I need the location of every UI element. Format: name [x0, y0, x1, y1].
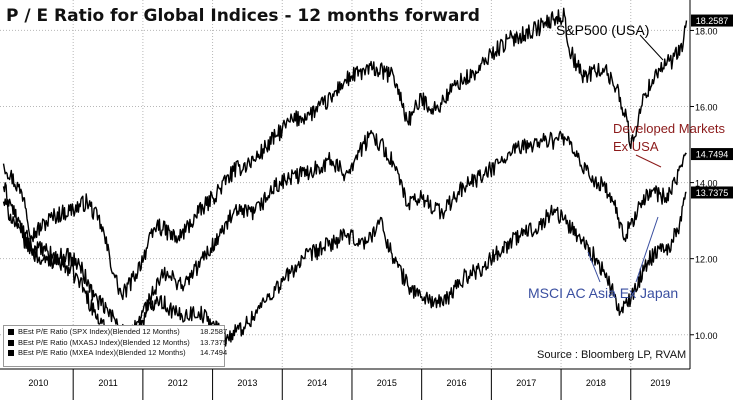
legend-row-spx: BEst P/E Ratio (SPX Index)(Blended 12 Mo… [4, 327, 228, 337]
legend-label-spx: BEst P/E Ratio (SPX Index)(Blended 12 Mo… [18, 327, 180, 336]
source-note: Source : Bloomberg LP, RVAM [537, 349, 687, 361]
x-tick-label: 2013 [237, 378, 257, 388]
x-tick-label: 2014 [307, 378, 327, 388]
y-tick-label: 14.00 [695, 179, 718, 189]
last-value-tag-text: 14.7494 [696, 150, 729, 160]
legend-swatch-mxea [8, 350, 14, 356]
series-layer [2, 7, 688, 355]
developed-markets-arrow [635, 154, 662, 168]
annotation-msci-asia: MSCI AC Asia Ex Japan [528, 285, 678, 301]
y-tick-label: 16.00 [695, 103, 718, 113]
xtick-layer: 2010 2011 2012 2013 2014 2015 2016 2017 2018 2019 [28, 369, 670, 400]
annotation-sp500: S&P500 (USA) [556, 22, 649, 38]
axis-layer [0, 0, 691, 370]
legend-swatch-mxasj [8, 339, 14, 346]
y-tick-label: 18.00 [695, 26, 718, 36]
last-value-tag-bg [691, 186, 733, 199]
grid-layer [0, 0, 690, 369]
legend-label-mxasj: BEst P/E Ratio (MXASJ Index)(Blended 12 … [18, 337, 190, 347]
msci-asia-arrow-2 [635, 216, 659, 283]
legend-value-mxasj: 13.7375 [200, 337, 228, 347]
legend-label-mxea: BEst P/E Ratio (MXEA Index)(Blended 12 M… [18, 348, 186, 357]
last-value-tag-text: 18.2587 [696, 16, 729, 26]
last-value-tag-mxea: 14.7494 [691, 148, 733, 161]
x-tick-label: 2019 [650, 378, 670, 388]
x-tick-label: 2012 [168, 378, 188, 388]
x-tick-label: 2016 [446, 378, 466, 388]
x-tick-label: 2017 [516, 378, 536, 388]
legend-row-mxasj: BEst P/E Ratio (MXASJ Index)(Blended 12 … [4, 337, 228, 348]
tag-layer: 18.2587 14.7494 13.7375 [691, 14, 733, 199]
msci-asia-arrow-1 [587, 251, 601, 283]
legend-row-mxea: BEst P/E Ratio (MXEA Index)(Blended 12 M… [4, 348, 228, 358]
legend-box: BEst P/E Ratio (SPX Index)(Blended 12 Mo… [3, 325, 228, 367]
annotation-ex-usa: Ex USA [613, 139, 659, 154]
last-value-tag-bg [691, 14, 733, 27]
sp500-arrow [639, 34, 664, 61]
last-value-tag-spx: 18.2587 [691, 14, 733, 27]
y-tick-label: 12.00 [695, 255, 718, 265]
legend-swatch-spx [8, 329, 14, 335]
arrow-layer [587, 34, 664, 283]
chart-title: P / E Ratio for Global Indices - 12 mont… [6, 6, 480, 26]
last-value-tag-bg [691, 148, 733, 161]
legend-value-mxea: 14.7494 [200, 348, 228, 357]
legend-value-spx: 18.2587 [200, 327, 228, 336]
y-tick-label: 10.00 [695, 331, 718, 341]
x-tick-label: 2018 [586, 378, 606, 388]
x-tick-label: 2010 [28, 378, 48, 388]
series-line-spx [2, 7, 688, 301]
x-tick-label: 2011 [98, 378, 117, 388]
last-value-tag-mxasj: 13.7375 [691, 186, 733, 199]
x-tick-label: 2015 [377, 378, 397, 388]
series-line-mxea [2, 129, 687, 340]
annotation-developed-markets: Developed Markets [613, 121, 725, 136]
ytick-layer: 10.00 12.00 14.00 16.00 18.00 [690, 26, 718, 341]
last-value-tag-text: 13.7375 [696, 188, 729, 198]
